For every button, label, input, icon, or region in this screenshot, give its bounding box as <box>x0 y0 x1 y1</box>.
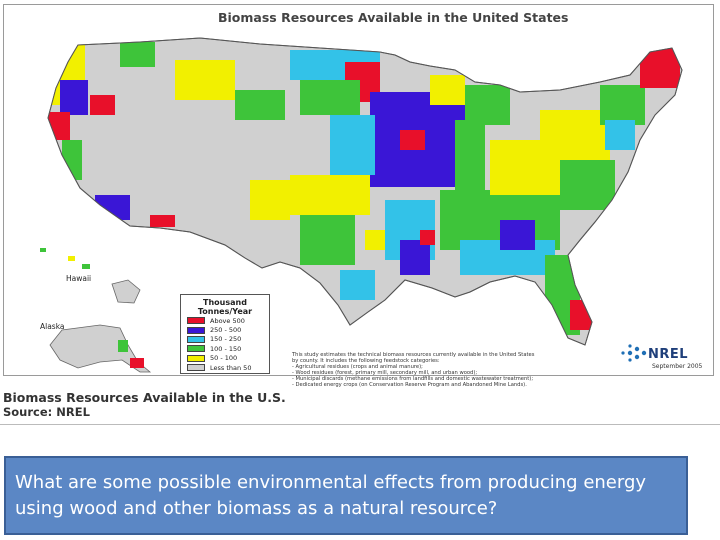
region-south-dakota-green <box>300 80 360 115</box>
legend-item: 250 - 500 <box>187 325 269 334</box>
notes-line: - Dedicated energy crops (on Conservatio… <box>292 382 527 389</box>
legend-label: Less than 50 <box>210 363 252 372</box>
legend-title-line1: Thousand <box>203 298 247 307</box>
legend-title-line2: Tonnes/Year <box>197 307 253 316</box>
nrel-logo-mark <box>621 344 647 362</box>
notes-line: - Agricultural residues (crops and anima… <box>292 364 423 371</box>
alaska-land <box>49 324 152 373</box>
region-texas-green <box>300 215 355 265</box>
region-arizona-red <box>150 215 175 227</box>
region-michigan-green <box>465 85 510 125</box>
notes-line: - Municipal discards (methane emissions … <box>292 376 534 383</box>
hawaii-island-3 <box>82 264 90 269</box>
legend-label: 100 - 150 <box>210 344 242 353</box>
region-montana-yellow <box>175 60 235 100</box>
region-louisiana-purple <box>400 240 430 275</box>
legend-item: Less than 50 <box>187 363 269 372</box>
region-kansas-yellow <box>290 175 370 215</box>
nrel-logo-text: NREL <box>648 347 689 362</box>
hawaii-islands <box>40 248 141 304</box>
legend-label: 250 - 500 <box>210 326 242 335</box>
legend-swatch-yellow <box>187 354 205 362</box>
notes-line: - Wood residues (forest, primary mill, s… <box>292 370 478 377</box>
hawaii-label: Hawaii <box>66 274 92 283</box>
legend-swatch-purple <box>187 326 205 334</box>
region-socal-purple <box>95 195 130 220</box>
region-new-york-green <box>600 85 645 125</box>
region-indiana-green <box>455 120 485 190</box>
legend-swatch-red <box>187 317 205 325</box>
notes-line: This study estimates the technical bioma… <box>292 352 535 358</box>
region-pennsylvania-yellow <box>540 110 610 160</box>
legend-title: Thousand Tonnes/Year <box>181 298 269 316</box>
region-alabama-purple <box>500 220 535 250</box>
notes-line: by county. It includes the following fee… <box>292 358 440 365</box>
region-wisconsin-yellow <box>430 75 465 105</box>
legend-item: 100 - 150 <box>187 344 269 353</box>
legend-label: 50 - 100 <box>210 354 238 363</box>
legend-swatch-green <box>187 345 205 353</box>
hawaii-big-island <box>111 279 141 304</box>
region-gulf-texas-cyan <box>340 270 375 300</box>
region-oregon-purple <box>60 80 88 115</box>
region-virginia-green <box>560 160 615 210</box>
legend-swatch-cyan <box>187 335 205 343</box>
legend-item: 150 - 250 <box>187 335 269 344</box>
region-north-idaho-green <box>120 42 155 67</box>
region-washington-red <box>90 95 115 115</box>
map-title: Biomass Resources Available in the Unite… <box>218 10 569 25</box>
legend-item: Above 500 <box>187 316 269 325</box>
alaska-green <box>118 340 128 352</box>
question-box: What are some possible environmental eff… <box>4 456 688 535</box>
alaska-map <box>49 324 152 373</box>
contiguous-us-outline <box>47 37 683 346</box>
legend-label: 150 - 250 <box>210 335 242 344</box>
alaska-label: Alaska <box>40 322 65 331</box>
legend-label: Above 500 <box>210 316 245 325</box>
map-date: September 2005 <box>652 363 703 370</box>
region-nebraska-cyan <box>330 115 375 175</box>
alaska-southeast-red <box>130 358 144 368</box>
caption-title: Biomass Resources Available in the U.S. <box>3 390 286 405</box>
region-iowa-red-patch <box>400 130 425 150</box>
region-new-england-cyan <box>605 120 635 150</box>
region-colorado-yellow <box>250 180 290 220</box>
map-notes: This study estimates the technical bioma… <box>292 352 607 389</box>
region-maine-red <box>640 48 680 88</box>
biomass-regions <box>48 42 680 335</box>
question-text: What are some possible environmental eff… <box>15 472 647 519</box>
hawaii-island-1 <box>40 248 46 252</box>
region-mississippi-red-patch <box>420 230 435 245</box>
us-biomass-map <box>40 37 683 373</box>
hawaii-island-2 <box>68 256 75 261</box>
legend-item: 50 - 100 <box>187 354 269 363</box>
map-legend: Thousand Tonnes/Year Above 500 250 - 500… <box>180 294 270 374</box>
region-oklahoma-yellow-patch <box>365 230 385 250</box>
divider <box>0 424 720 425</box>
legend-swatch-gray <box>187 364 205 372</box>
caption-source: Source: NREL <box>3 405 90 419</box>
region-wyoming-green <box>235 90 285 120</box>
